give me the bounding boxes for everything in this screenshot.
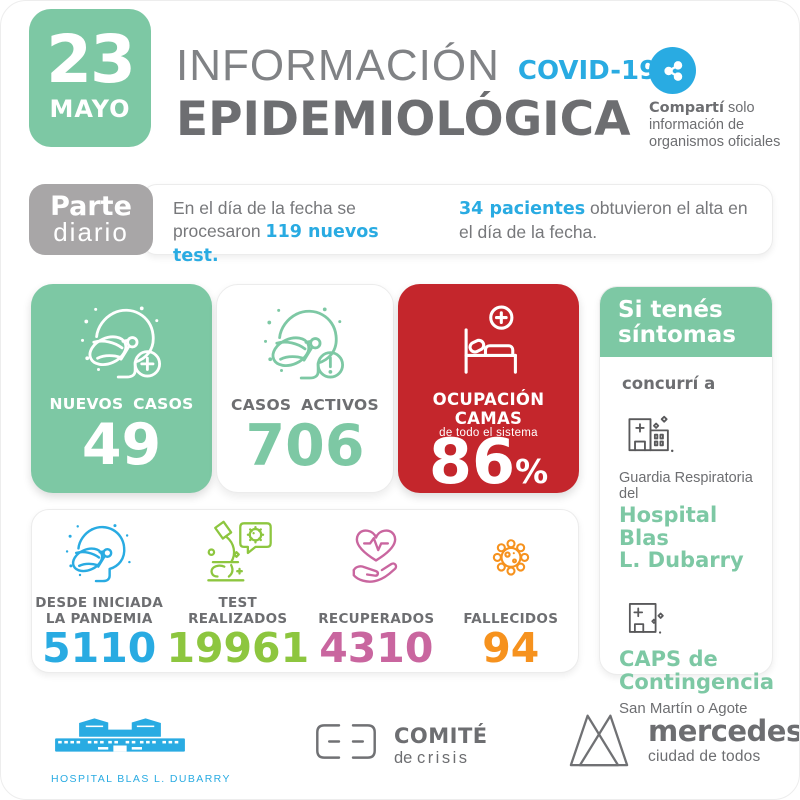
new-cases-card: NUEVOS CASOS 49 — [31, 284, 212, 493]
comite-logo: COMITÉ de crisis — [311, 719, 488, 768]
stat-recovered-label-line1: RECUPERADOS — [318, 610, 435, 627]
mercedes-logo-text: mercedes ciudad de todos — [648, 705, 800, 769]
hospital-logo-label: HOSPITAL BLAS L. DUBARRY — [51, 773, 231, 785]
stat-pandemic-label-line2: LA PANDEMIA — [45, 610, 153, 627]
symptoms-title-line1: Si tenés — [618, 297, 723, 323]
mercedes-subtitle: ciudad de todos — [648, 748, 761, 765]
daily-report-badge-line2: diario — [53, 216, 129, 247]
bed-occupancy-label: OCUPACIÓN CAMAS — [432, 390, 545, 428]
bed-occupancy-unit: % — [515, 452, 549, 491]
comite-logo-text: COMITÉ de crisis — [394, 719, 488, 768]
stat-pandemic-total: DESDE INICIADA LA PANDEMIA 5110 — [32, 510, 166, 672]
stat-tests-label-line1: TEST — [218, 594, 258, 611]
bed-occupancy-card: OCUPACIÓN CAMAS de todo el sistema 86% — [398, 284, 579, 493]
masked-person-plus-icon — [75, 297, 169, 395]
hospital-building-icon — [622, 403, 772, 464]
stat-recovered-label: RECUPERADOS — [318, 593, 434, 627]
share-glyph — [663, 60, 682, 81]
stat-deaths-label-line1: FALLECIDOS — [463, 610, 559, 627]
virus-icon — [476, 519, 546, 593]
share-caption: Compartí solo información de organismos … — [649, 100, 780, 151]
stat-pandemic-value: 5110 — [42, 624, 157, 672]
daily-report-badge-line1: Parte — [50, 190, 132, 222]
masked-person-icon — [61, 519, 137, 593]
hospital-logo-icon — [55, 718, 185, 752]
hospital-logo: HOSPITAL BLAS L. DUBARRY — [51, 707, 231, 785]
bed-occupancy-number: 86 — [428, 425, 516, 498]
stat-deaths-label: FALLECIDOS — [463, 593, 558, 627]
symptoms-lead: concurrí a — [622, 374, 716, 393]
symptoms-panel-title: Si tenés síntomas — [600, 287, 772, 357]
clinic-building-icon — [622, 596, 772, 646]
stat-recovered: RECUPERADOS 4310 — [309, 510, 443, 672]
stat-tests-label-line2: REALIZADOS — [188, 610, 288, 627]
stat-tests-label: TEST REALIZADOS — [188, 593, 287, 627]
comite-logo-icon — [316, 724, 376, 759]
stat-pandemic-label-line1: DESDE INICIADA — [35, 594, 164, 611]
caps-name-line2: Contingencia — [619, 669, 775, 694]
heart-hand-icon — [339, 519, 413, 593]
tests-processed-prefix: En el día de la fecha se procesaron — [173, 198, 356, 241]
title-main: INFORMACIÓN — [176, 41, 500, 90]
page-title: INFORMACIÓN COVID-19 EPIDEMIOLÓGICA — [176, 41, 657, 147]
stat-recovered-value: 4310 — [319, 624, 434, 672]
masked-person-alert-icon — [258, 298, 352, 396]
mercedes-logo: mercedes ciudad de todos — [561, 705, 800, 769]
mercedes-title: mercedes — [648, 714, 800, 748]
bed-occupancy-sublabel: de todo el sistema — [439, 427, 538, 439]
stat-deaths-value: 94 — [482, 624, 540, 672]
cumulative-stats-card: DESDE INICIADA LA PANDEMIA 5110 — [31, 509, 579, 673]
patients-discharged-text: 34 pacientes obtuvieron el alta en el dí… — [459, 197, 764, 244]
mercedes-logo-icon — [569, 714, 629, 767]
active-cases-value: 706 — [245, 413, 365, 479]
symptoms-panel: Si tenés síntomas concurrí a Guardia Res… — [599, 286, 774, 717]
caps-name: CAPS de Contingencia — [619, 647, 775, 694]
date-day: 23 — [46, 21, 136, 98]
patients-discharged-highlight: 34 pacientes — [459, 199, 586, 219]
caps-detail: San Martín o Agote — [619, 700, 748, 718]
date-month: MAYO — [49, 94, 131, 123]
stat-tests: TEST REALIZADOS 19961 — [166, 510, 309, 672]
hospital-name-line2: L. Dubarry — [619, 548, 744, 573]
hospital-bed-plus-icon — [445, 297, 533, 390]
guardia-intro: Guardia Respiratoria del — [619, 470, 753, 502]
comite-subtitle: de crisis — [394, 749, 488, 768]
date-badge: 23 MAYO — [29, 9, 151, 147]
new-cases-value: 49 — [81, 412, 162, 478]
tests-processed-highlight: 119 nuevos test. — [173, 221, 379, 266]
microscope-icon — [200, 519, 276, 593]
comite-subtitle-crisis: crisis — [416, 749, 470, 767]
comite-subtitle-de: de — [394, 749, 417, 767]
share-caption-line3: organismos oficiales — [649, 134, 781, 151]
stat-pandemic-label: DESDE INICIADA LA PANDEMIA — [35, 593, 163, 627]
patients-discharged-suffix: obtuvieron el alta en el día de la fecha… — [459, 198, 748, 242]
tests-processed-text: En el día de la fecha se procesaron 119 … — [173, 197, 428, 267]
share-icon — [649, 47, 696, 94]
stat-tests-value: 19961 — [166, 624, 310, 672]
share-caption-rest: solo — [723, 100, 755, 116]
share-caption-bold: Compartí — [649, 100, 724, 116]
comite-title: COMITÉ — [394, 724, 488, 748]
daily-report-badge: Parte diario — [29, 184, 153, 255]
hospital-name-line1: Hospital Blas — [619, 503, 718, 550]
active-cases-card: CASOS ACTIVOS 706 — [216, 284, 394, 493]
stat-deaths: FALLECIDOS 94 — [444, 510, 578, 672]
symptoms-title-line2: síntomas — [618, 322, 736, 349]
caps-name-line1: CAPS de — [619, 647, 718, 672]
title-covid-tag: COVID-19 — [517, 56, 658, 86]
daily-report-card — [141, 184, 773, 427]
share-caption-line2: información de — [649, 117, 745, 134]
hospital-name: Hospital Blas L. Dubarry — [619, 504, 772, 572]
new-cases-label: NUEVOS CASOS — [49, 395, 194, 413]
active-cases-label: CASOS ACTIVOS — [231, 396, 379, 414]
bed-occupancy-value: 86% — [429, 431, 548, 493]
title-sub: EPIDEMIOLÓGICA — [176, 92, 631, 147]
